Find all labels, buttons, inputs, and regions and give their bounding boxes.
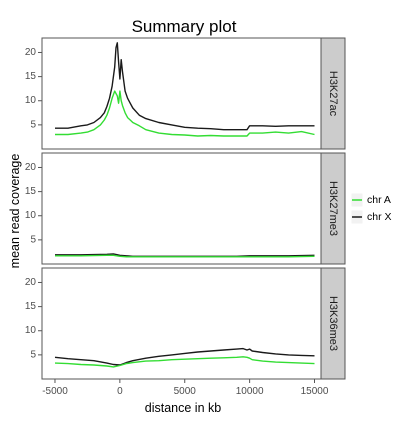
- legend-label: chr X: [367, 211, 392, 223]
- legend: chr A chr X: [350, 192, 392, 225]
- series-line-chr-x: [54, 347, 315, 366]
- facet-panel-h3k27ac: H3K27ac 5 10 15 20: [25, 37, 346, 150]
- panel-border: [41, 37, 322, 150]
- y-tick-label: 15: [25, 301, 37, 312]
- facet-panels: H3K27ac 5 10 15 20 H3K27me3 5 10 15 20 H3K36me3 5 10…: [25, 37, 346, 380]
- series-line-chr-a: [55, 90, 315, 137]
- facet-panel-h3k36me3: H3K36me3 5 10 15 20: [25, 267, 346, 380]
- y-axis-title: mean read coverage: [8, 154, 22, 269]
- y-tick-label: 5: [30, 234, 36, 245]
- facet-strip: [320, 37, 346, 150]
- x-tick-label: -5000: [42, 386, 68, 397]
- legend-label: chr A: [367, 194, 391, 206]
- series-line-chr-a: [55, 254, 315, 258]
- facet-strip: [320, 152, 346, 265]
- y-tick-label: 20: [25, 277, 37, 288]
- x-tick-label: 15000: [301, 386, 329, 397]
- x-axis-title: distance in kb: [145, 401, 221, 415]
- series-line-chr-x: [55, 42, 315, 131]
- facet-strip-label: H3K27me3: [327, 181, 339, 236]
- facet-strip-label: H3K27ac: [327, 71, 339, 117]
- x-tick-label: 5000: [174, 386, 197, 397]
- y-tick-label: 15: [25, 71, 37, 82]
- y-tick-label: 20: [25, 162, 37, 173]
- y-tick-label: 10: [25, 210, 37, 221]
- panel-border: [41, 152, 322, 265]
- facet-panel-h3k27me3: H3K27me3 5 10 15 20: [25, 152, 346, 265]
- chart-title: Summary plot: [132, 17, 237, 36]
- y-tick-label: 5: [30, 349, 36, 360]
- x-axis: -5000 0 5000 10000 15000: [42, 379, 329, 397]
- facet-strip: [320, 267, 346, 380]
- series-line-chr-a: [54, 356, 315, 368]
- y-tick-label: 15: [25, 186, 37, 197]
- y-tick-label: 5: [30, 119, 36, 130]
- y-tick-label: 10: [25, 325, 37, 336]
- x-tick-label: 10000: [236, 386, 264, 397]
- y-tick-label: 10: [25, 95, 37, 106]
- y-tick-label: 20: [25, 47, 37, 58]
- x-tick-label: 0: [117, 386, 123, 397]
- facet-strip-label: H3K36me3: [327, 296, 339, 351]
